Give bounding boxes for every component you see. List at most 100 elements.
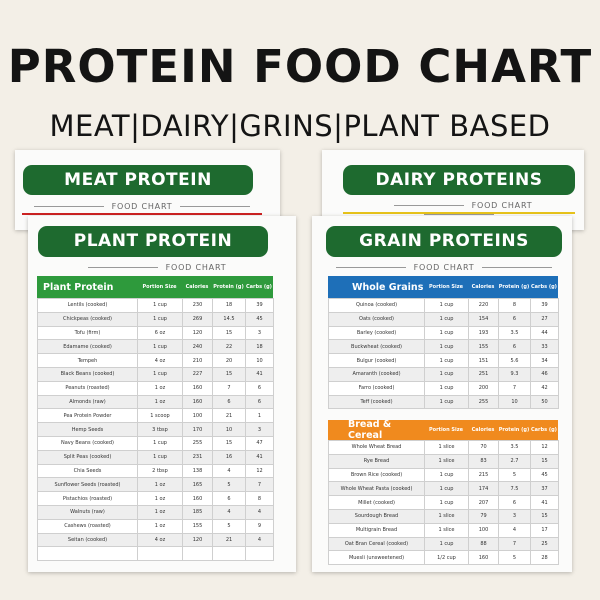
bread-cereal-table-cell: Rye Bread [328,453,425,469]
plant-table-cell: 1 oz [137,394,183,410]
plant-table-cell: 1 cup [137,435,183,451]
whole-grains-table-cell: Farro (cooked) [328,380,425,396]
plant-table-row: Black Beans (cooked) 1 cup 227 15 41 [37,366,274,382]
plant-table-row: Lentils (cooked) 1 cup 230 18 39 [37,298,274,313]
whole-grains-table-cell: 154 [468,311,499,327]
plant-table-cell [137,546,183,562]
bread-cereal-table-cell: Sourdough Bread [328,508,425,524]
bread-cereal-table-cell: 1 slice [424,508,469,524]
plant-table-cell: 4 oz [137,532,183,548]
whole-header-portion: Portion Size [428,284,464,290]
plant-table-cell [182,546,213,562]
plant-table-cell: Sunflower Seeds (roasted) [37,477,138,493]
plant-table-cell: 1 scoop [137,408,183,424]
plant-table-cell: 210 [182,353,213,368]
whole-grains-table-cell: 193 [468,325,499,341]
whole-grains-table-cell: Oats (cooked) [328,311,425,327]
bread-cereal-table-cell: 3.5 [498,440,531,455]
plant-table-row: Tempeh 4 oz 210 20 10 [37,353,274,368]
whole-grains-table-cell: 1 cup [424,394,469,410]
bread-cereal-table-row: Rye Bread 1 slice 83 2.7 15 [328,453,559,469]
bread-cereal-table-cell: Whole Wheat Bread [328,440,425,455]
plant-table-cell: 12 [245,463,274,479]
plant-table-row: Pea Protein Powder 1 scoop 100 21 1 [37,408,274,424]
whole-grains-table-row: Barley (cooked) 1 cup 193 3.5 44 [328,325,559,341]
bread-cereal-table-cell: 88 [468,536,499,552]
plant-table-cell [212,546,246,562]
plant-table-cell: 5 [212,477,246,493]
bread-cereal-table-cell: 5 [498,467,531,483]
plant-table-cell: 18 [245,339,274,355]
bread-cereal-table-row: Sourdough Bread 1 slice 79 3 15 [328,508,559,524]
whole-grains-table-row: Teff (cooked) 1 cup 255 10 50 [328,394,559,410]
plant-table-cell: 1 [245,408,274,424]
bread-cereal-table-cell: 37 [530,481,559,497]
whole-grains-header: Whole Grains Portion Size Calories Prote… [328,276,558,298]
plant-table-cell: 41 [245,366,274,382]
plant-table-cell: 1 oz [137,518,183,534]
plant-table-row: Hemp Seeds 3 tbsp 170 10 3 [37,422,274,437]
plant-table-cell: Tempeh [37,353,138,368]
plant-table-cell: Lentils (cooked) [37,298,138,313]
whole-grains-table-cell: 8 [498,298,531,313]
whole-grains-table-cell: Buckwheat (cooked) [328,339,425,355]
whole-header-protein: Protein (g) [498,284,530,290]
plant-table-cell: 22 [212,339,246,355]
plant-table-cell: 9 [245,518,274,534]
plant-table-cell: Split Peas (cooked) [37,449,138,465]
plant-table-cell: 1 oz [137,504,183,520]
bread-cereal-table-cell: 17 [530,522,559,538]
plant-table-cell: 6 [245,394,274,410]
plant-table-row: Peanuts (roasted) 1 oz 160 7 6 [37,380,274,396]
plant-table-row: Almonds (raw) 1 oz 160 6 6 [37,394,274,410]
plant-table-cell: 6 [212,394,246,410]
bread-cereal-table-cell: 1/2 cup [424,550,469,566]
plant-table-cell: 3 tbsp [137,422,183,437]
whole-grains-table-cell: Quinoa (cooked) [328,298,425,313]
plant-title-pill: PLANT PROTEIN [38,226,268,257]
whole-grains-table-cell: Amaranth (cooked) [328,366,425,382]
plant-table-cell: Pea Protein Powder [37,408,138,424]
bread-cereal-table-cell: 79 [468,508,499,524]
plant-table-row [37,546,274,562]
bread-cereal-table-cell: Millet (cooked) [328,495,425,510]
bread-cereal-table-cell: 2.7 [498,453,531,469]
whole-grains-table-row: Oats (cooked) 1 cup 154 6 27 [328,311,559,327]
bread-cereal-table-cell: 4 [498,522,531,538]
plant-table-cell: 10 [245,353,274,368]
plant-table-cell: 2 tbsp [137,463,183,479]
plant-table-cell: 155 [182,518,213,534]
whole-grains-table-cell: Barley (cooked) [328,325,425,341]
whole-grains-table-cell: 1 cup [424,366,469,382]
bread-cereal-table-cell: 83 [468,453,499,469]
bread-cereal-table-row: Whole Wheat Bread 1 slice 70 3.5 12 [328,440,559,455]
plant-header-category: Plant Protein [43,281,114,293]
plant-table-cell: 41 [245,449,274,465]
plant-food-chart-label: FOOD CHART [38,263,268,281]
whole-grains-table-cell: 220 [468,298,499,313]
plant-table-row: Tofu (firm) 6 oz 120 15 3 [37,325,274,341]
whole-grains-table-row: Buckwheat (cooked) 1 cup 155 6 33 [328,339,559,355]
dairy-underline [343,212,575,214]
plant-table-cell: 21 [212,532,246,548]
plant-table-cell: 16 [212,449,246,465]
bread-cereal-table-cell: 25 [530,536,559,552]
bread-cereal-table-cell: 7.5 [498,481,531,497]
plant-table-cell: 138 [182,463,213,479]
plant-table-row: Chickpeas (cooked) 1 cup 269 14.5 45 [37,311,274,327]
bread-cereal-table-cell: 45 [530,467,559,483]
whole-grains-table-cell: 34 [530,353,559,368]
whole-header-carbs: Carbs (g) [531,284,557,290]
whole-grains-table-cell: 50 [530,394,559,410]
whole-grains-table: Quinoa (cooked) 1 cup 220 8 39 Oats (cooked) 1… [328,298,559,410]
plant-table-cell: 1 oz [137,380,183,396]
plant-table-cell: 1 cup [137,449,183,465]
plant-table-row: Seitan (cooked) 4 oz 120 21 4 [37,532,274,548]
plant-header-carbs: Carbs (g) [246,284,272,290]
whole-grains-table-cell: 1 cup [424,380,469,396]
plant-table-row: Cashews (roasted) 1 oz 155 5 9 [37,518,274,534]
bread-cereal-table-cell: 12 [530,440,559,455]
whole-grains-table-row: Amaranth (cooked) 1 cup 251 9.3 46 [328,366,559,382]
plant-table-cell: 255 [182,435,213,451]
plant-table-cell: Walnuts (raw) [37,504,138,520]
